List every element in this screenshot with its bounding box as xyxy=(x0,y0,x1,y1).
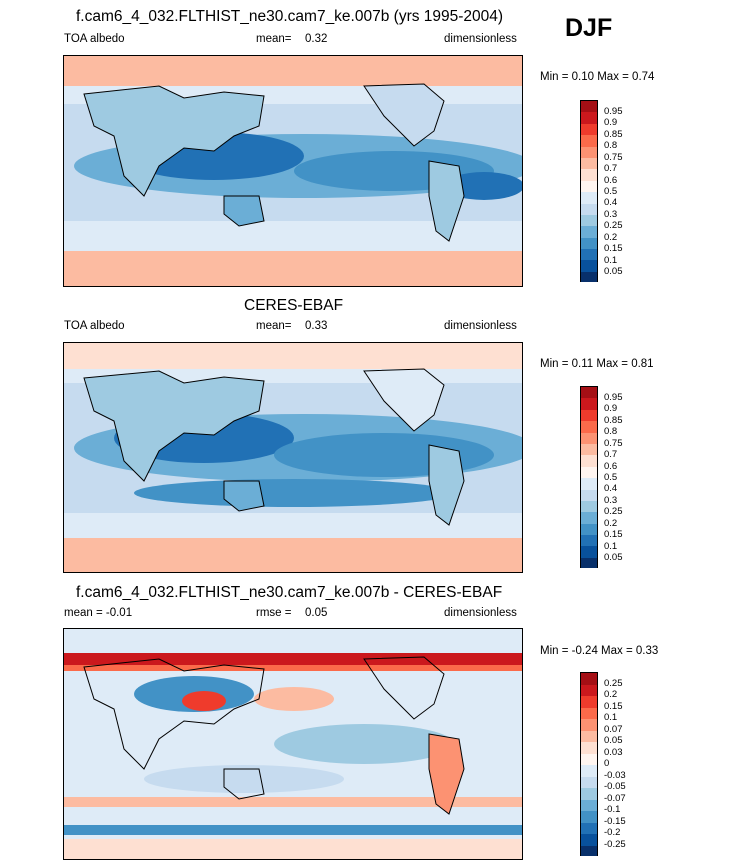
cb1-tick: 0.95 xyxy=(604,106,623,117)
cb3-tick: 0.15 xyxy=(604,701,623,712)
panel1-units-label: dimensionless xyxy=(444,33,517,45)
panel3-minmax: Min = -0.24 Max = 0.33 xyxy=(540,645,659,657)
cb2-tick: 0.3 xyxy=(604,495,618,506)
cb3-tick: 0.1 xyxy=(604,712,618,723)
panel3-rmse-value: 0.05 xyxy=(305,607,328,619)
panel2-mean-label: mean= xyxy=(256,320,292,332)
cb3-tick: 0.03 xyxy=(604,747,623,758)
cb2-tick: 0.95 xyxy=(604,392,623,403)
cb2-tick: 0.9 xyxy=(604,403,618,414)
panel1-mean-value: 0.32 xyxy=(305,33,328,45)
cb2-tick: 0.1 xyxy=(604,541,618,552)
cb1-tick: 0.2 xyxy=(604,232,618,243)
season-label: DJF xyxy=(565,14,613,42)
cb2-tick: 0.75 xyxy=(604,438,623,449)
cb2-tick: 0.85 xyxy=(604,415,623,426)
panel1-minmax: Min = 0.10 Max = 0.74 xyxy=(540,71,655,83)
panel1-title: f.cam6_4_032.FLTHIST_ne30.cam7_ke.007b (… xyxy=(76,8,504,25)
cb1-tick: 0.7 xyxy=(604,163,618,174)
panel2-mean-value: 0.33 xyxy=(305,320,328,332)
cb3-tick: -0.15 xyxy=(604,816,626,827)
cb1-tick: 0.75 xyxy=(604,152,623,163)
cb3-tick: 0.2 xyxy=(604,689,618,700)
cb2-tick: 0.7 xyxy=(604,449,618,460)
panel3-rmse-label: rmse = xyxy=(256,607,292,619)
cb3-tick: -0.05 xyxy=(604,781,626,792)
panel3-map xyxy=(63,628,523,860)
cb1-tick: 0.4 xyxy=(604,197,618,208)
cb3-tick: 0.07 xyxy=(604,724,623,735)
panel2-map xyxy=(63,342,523,573)
panel1-map xyxy=(63,55,523,287)
cb1-tick: 0.85 xyxy=(604,129,623,140)
cb1-tick: 0.9 xyxy=(604,117,618,128)
panel2-title: CERES-EBAF xyxy=(244,297,344,314)
cb3-tick: -0.2 xyxy=(604,827,621,838)
panel3-colorbar xyxy=(580,672,598,856)
panel1-colorbar xyxy=(580,100,598,282)
panel1-variable-label: TOA albedo xyxy=(64,33,125,45)
panel1-mean-label: mean= xyxy=(256,33,292,45)
cb2-tick: 0.15 xyxy=(604,529,623,540)
cb3-tick: -0.25 xyxy=(604,839,626,850)
cb2-tick: 0.6 xyxy=(604,461,618,472)
cb1-tick: 0.05 xyxy=(604,266,623,277)
cb1-tick: 0.1 xyxy=(604,255,618,266)
cb1-tick: 0.5 xyxy=(604,186,618,197)
cb1-tick: 0.8 xyxy=(604,140,618,151)
panel2-minmax: Min = 0.11 Max = 0.81 xyxy=(540,358,654,370)
cb3-tick: 0.25 xyxy=(604,678,623,689)
cb2-tick: 0.4 xyxy=(604,483,618,494)
cb1-tick: 0.15 xyxy=(604,243,623,254)
cb3-tick: -0.07 xyxy=(604,793,626,804)
cb1-tick: 0.25 xyxy=(604,220,623,231)
panel2-variable-label: TOA albedo xyxy=(64,320,125,332)
panel3-units-label: dimensionless xyxy=(444,607,517,619)
cb3-tick: -0.1 xyxy=(604,804,621,815)
cb2-tick: 0.05 xyxy=(604,552,623,563)
cb2-tick: 0.8 xyxy=(604,426,618,437)
panel3-title: f.cam6_4_032.FLTHIST_ne30.cam7_ke.007b -… xyxy=(76,584,503,601)
cb2-tick: 0.25 xyxy=(604,506,623,517)
panel3-mean-label: mean = -0.01 xyxy=(64,607,133,619)
cb2-tick: 0.2 xyxy=(604,518,618,529)
panel2-colorbar xyxy=(580,386,598,568)
cb2-tick: 0.5 xyxy=(604,472,618,483)
cb3-tick: -0.03 xyxy=(604,770,626,781)
cb3-tick: 0.05 xyxy=(604,735,623,746)
cb1-tick: 0.6 xyxy=(604,175,618,186)
panel2-units-label: dimensionless xyxy=(444,320,517,332)
cb3-tick: 0 xyxy=(604,758,610,769)
cb1-tick: 0.3 xyxy=(604,209,618,220)
